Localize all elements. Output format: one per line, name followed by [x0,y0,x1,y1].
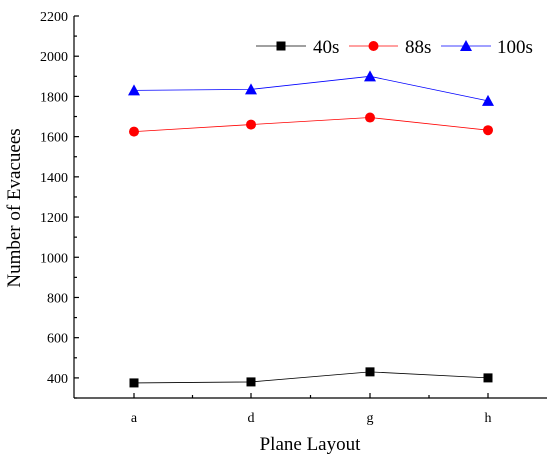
data-point-88s [483,125,493,136]
legend-item-40s: 40s [256,37,339,58]
data-point-40s [483,373,493,383]
y-tick-label: 2000 [40,50,68,65]
data-point-88s [246,119,256,130]
y-axis-title: Number of Evacuees [4,128,25,287]
x-tick-label: h [485,411,492,426]
legend-item-100s: 100s [441,37,533,58]
y-tick-label: 600 [47,332,68,347]
data-point-40s [129,378,139,388]
x-tick-label: d [248,411,255,426]
y-tick-label: 1000 [40,251,68,266]
legend-marker [460,40,472,51]
series-100s [128,70,494,106]
y-tick-label: 800 [47,291,68,306]
y-tick-label: 1600 [40,131,68,146]
data-point-100s [128,84,140,96]
y-tick-label: 1800 [40,90,68,105]
data-point-40s [246,377,256,387]
series-group [128,70,494,388]
y-tick-label: 2200 [40,10,68,25]
legend-label: 100s [497,37,533,58]
legend-marker [368,41,379,51]
data-point-100s [364,70,376,82]
series-line-100s [133,75,489,102]
data-point-40s [365,367,375,377]
x-tick-label: g [367,411,374,426]
legend-marker [276,41,286,51]
series-40s [129,367,493,388]
series-88s [129,112,493,137]
series-line-40s [133,371,489,384]
legend: 40s 88s 100s [256,37,533,58]
y-tick-label: 1200 [40,211,68,226]
y-axis-ticks: 400 600 800 1000 1200 1400 1600 1800 2000 2200 [40,10,79,399]
y-tick-label: 400 [47,372,68,387]
legend-item-88s: 88s [349,37,431,58]
legend-label: 40s [313,37,339,58]
x-axis-title: Plane Layout [260,434,362,455]
y-tick-label: 1400 [40,171,68,186]
data-point-100s [245,83,257,95]
series-line-88s [133,117,489,133]
data-point-100s [482,94,494,106]
data-point-88s [365,112,375,123]
axes [73,16,547,399]
legend-label: 88s [405,37,431,58]
x-tick-label: a [131,411,138,426]
data-point-88s [129,126,139,137]
